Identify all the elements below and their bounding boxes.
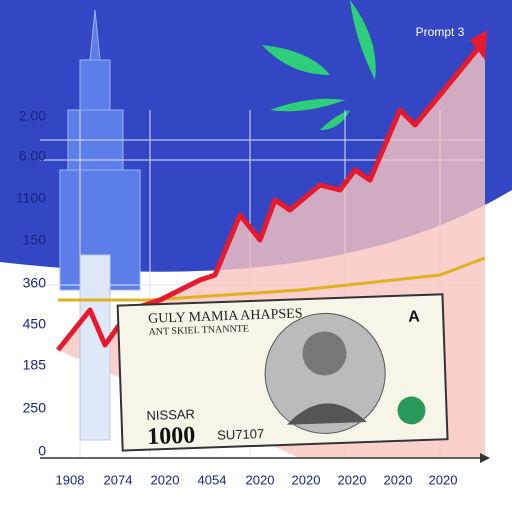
arrow-head	[470, 30, 487, 60]
x-axis-arrow	[480, 453, 490, 463]
portrait-head	[302, 331, 347, 376]
y-label: 250	[23, 400, 47, 416]
banknote-name: NISSAR	[146, 406, 195, 423]
title: Prompt 3	[416, 25, 465, 39]
seal	[397, 396, 426, 425]
x-labels: 1908 2074 2020 4054 2020 2020 2020 2020 2020	[56, 472, 458, 487]
x-label: 2020	[384, 472, 413, 487]
x-label: 2020	[338, 472, 367, 487]
yellow-line	[58, 256, 486, 302]
banknote-subtitle: ANT SKIEL TNANNTE	[148, 323, 249, 337]
portrait-body	[286, 403, 367, 425]
light-bar	[79, 254, 111, 441]
leaves	[262, 0, 376, 130]
y-label: 1100	[16, 190, 46, 206]
y-label: 150	[23, 232, 47, 248]
x-label: 1908	[56, 472, 85, 487]
banknote-serial: SU7107	[217, 426, 264, 443]
y-label: 360	[23, 275, 47, 291]
y-label: 0	[38, 443, 46, 459]
y-label: 450	[23, 316, 47, 332]
y-label: 6.00	[19, 148, 46, 164]
x-label: 4054	[198, 472, 227, 487]
y-label: 2.00	[19, 108, 46, 124]
x-label: 2074	[104, 472, 133, 487]
x-label: 2020	[151, 472, 180, 487]
y-labels: 2.00 6.00 1100 150 360 450 185 250 0	[16, 108, 46, 459]
banknote-corner: A	[408, 308, 421, 325]
y-label: 185	[23, 357, 47, 373]
x-label: 2020	[429, 472, 458, 487]
x-label: 2020	[246, 472, 275, 487]
banknote: GULY MAMIA AHAPSES ANT SKIEL TNANNTE NIS…	[116, 293, 449, 452]
banknote-title: GULY MAMIA AHAPSES	[148, 306, 303, 326]
x-label: 2020	[292, 472, 321, 487]
banknote-denomination: 1000	[147, 423, 196, 451]
